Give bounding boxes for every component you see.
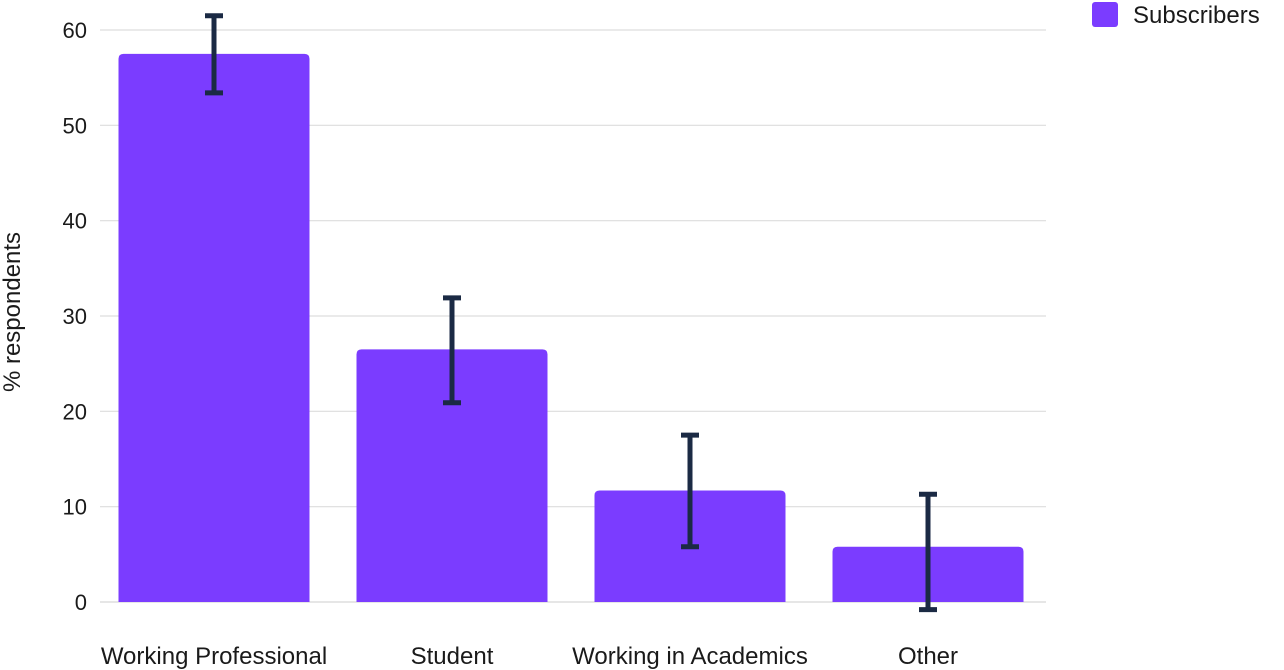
- legend-swatch: [1092, 2, 1118, 27]
- legend: Subscribers: [1092, 2, 1260, 29]
- x-category-label: Student: [411, 643, 494, 670]
- y-tick-label: 60: [63, 18, 87, 43]
- bar-working-professional: [118, 53, 310, 603]
- x-category-label: Working Professional: [101, 643, 327, 670]
- y-axis-ticks: 0 10 20 30 40 50 60: [63, 18, 87, 615]
- x-axis-labels: Working Professional Student Working in Ac…: [101, 643, 958, 670]
- error-bars: [205, 13, 937, 613]
- legend-label: Subscribers: [1133, 2, 1260, 29]
- y-axis-title: % respondents: [0, 232, 26, 392]
- bars: [118, 53, 1024, 603]
- x-category-label: Working in Academics: [572, 643, 808, 670]
- y-tick-label: 10: [63, 495, 87, 520]
- y-tick-label: 0: [75, 590, 87, 615]
- y-tick-label: 40: [63, 209, 87, 234]
- bar-student: [356, 349, 548, 602]
- y-tick-label: 50: [63, 113, 87, 138]
- y-tick-label: 20: [63, 399, 87, 424]
- x-category-label: Other: [898, 643, 958, 670]
- y-tick-label: 30: [63, 304, 87, 329]
